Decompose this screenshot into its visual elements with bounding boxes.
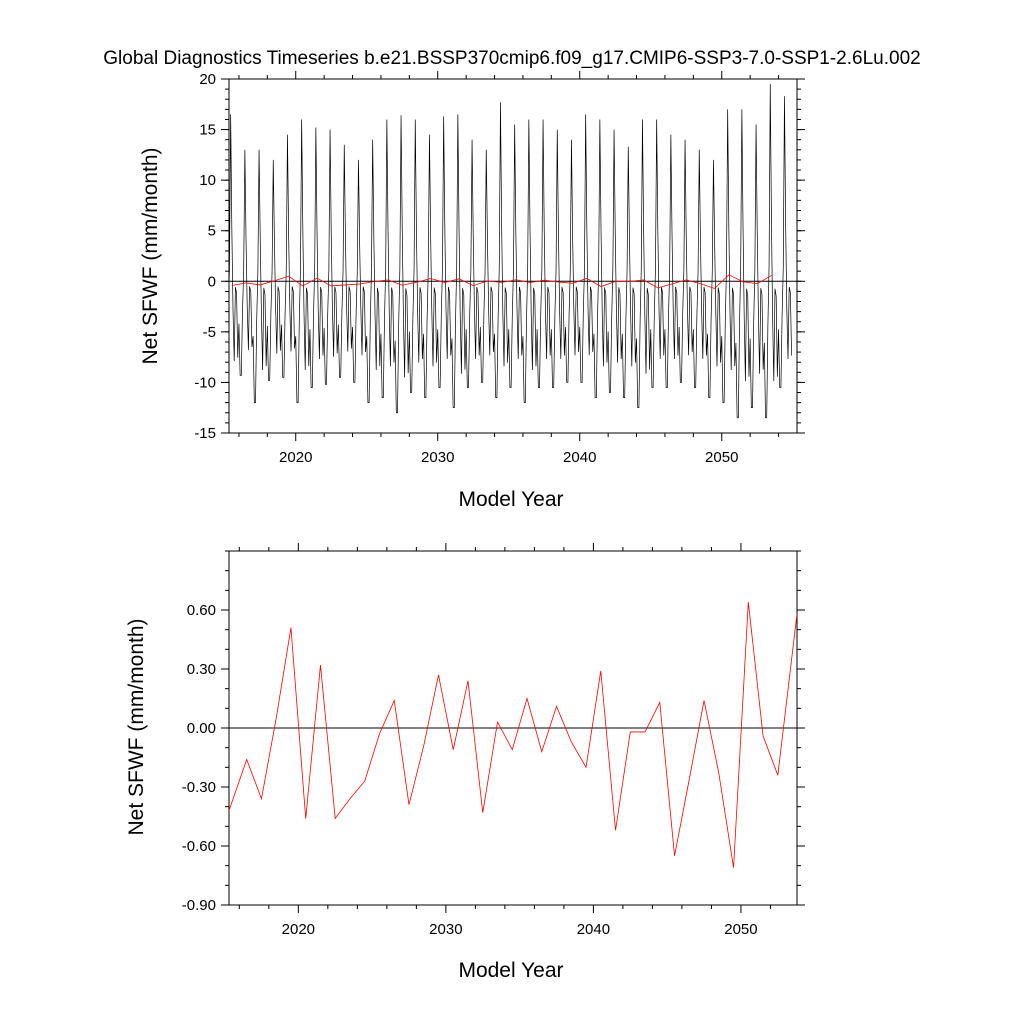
top-x-tick-label: 2040 <box>563 449 596 466</box>
top-series-group <box>229 84 792 419</box>
top-x-axis-title: Model Year <box>458 488 563 511</box>
chart-title: Global Diagnostics Timeseries b.e21.BSSP… <box>103 48 920 69</box>
top-y-tick-label: 15 <box>199 122 216 139</box>
bottom-y-tick-label: -0.60 <box>182 838 216 855</box>
bottom-y-tick-label: 0.00 <box>187 720 216 737</box>
top-x-tick-label: 2020 <box>279 449 312 466</box>
bottom-y-tick-label: 0.30 <box>187 661 216 678</box>
bottom-annual-mean-series-line <box>229 602 797 868</box>
bottom-x-tick-label: 2040 <box>577 921 610 938</box>
top-x-tick-label: 2050 <box>705 449 738 466</box>
bottom-series-group <box>229 602 797 868</box>
top-y-tick-label: -15 <box>194 425 216 442</box>
bottom-y-axis-title: Net SFWF (mm/month) <box>125 618 148 835</box>
top-annual-mean-series-line <box>231 274 772 289</box>
bottom-y-tick-label: -0.90 <box>182 897 216 914</box>
top-y-tick-label: -5 <box>203 324 216 341</box>
bottom-x-tick-label: 2050 <box>724 921 757 938</box>
top-monthly-series-line <box>229 84 792 419</box>
top-y-tick-label: 0 <box>208 273 216 290</box>
bottom-x-axis-title: Model Year <box>458 959 563 982</box>
bottom-panel-annual-timeseries: 2020 2030 2040 2050 -0.90 -0.60 -0.30 0.00 0.30 0… <box>125 543 805 982</box>
bottom-y-tick-label: -0.30 <box>182 779 216 796</box>
top-y-tick-label: 5 <box>208 223 216 240</box>
top-panel-monthly-timeseries: 2020 2030 2040 2050 -15 -10 -5 0 5 10 15 20 Model Y… <box>139 71 805 511</box>
bottom-x-tick-label: 2020 <box>282 921 315 938</box>
bottom-plot-area: 2020 2030 2040 2050 -0.90 -0.60 -0.30 0.00 0.30 0… <box>182 543 805 938</box>
top-plot-area: 2020 2030 2040 2050 -15 -10 -5 0 5 10 15 20 <box>194 71 805 466</box>
top-y-tick-label: 20 <box>199 71 216 88</box>
top-plot-frame <box>228 78 798 434</box>
top-y-tick-label: 10 <box>199 172 216 189</box>
top-x-tick-label: 2030 <box>421 449 454 466</box>
top-y-axis-title: Net SFWF (mm/month) <box>139 147 162 364</box>
bottom-y-tick-label: 0.60 <box>187 602 216 619</box>
bottom-x-tick-label: 2030 <box>429 921 462 938</box>
top-y-tick-label: -10 <box>194 374 216 391</box>
